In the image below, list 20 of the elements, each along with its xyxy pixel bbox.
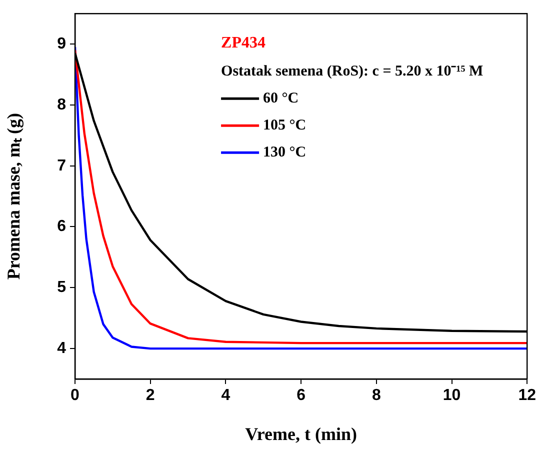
x-axis-title: Vreme, t (min) <box>245 424 357 444</box>
y-tick-label: 7 <box>57 157 66 174</box>
y-tick-label: 6 <box>57 218 66 236</box>
y-axis-title: Promena mase, mₜ (g) <box>3 112 24 280</box>
annotation: ZP434 <box>221 34 266 52</box>
x-tick-label: 0 <box>70 387 80 404</box>
x-tick-label: 2 <box>146 387 155 404</box>
y-tick-label: 4 <box>57 340 66 357</box>
y-tick-label: 5 <box>57 279 66 296</box>
x-tick-label: 8 <box>372 387 381 404</box>
x-tick-label: 12 <box>518 387 536 404</box>
y-tick-label: 9 <box>57 35 66 52</box>
legend-label: 130 °C <box>263 144 306 160</box>
legend-label: 105 °C <box>263 117 306 134</box>
legend-title: Ostatak semena (RoS): c = 5.20 x 10⁻¹⁵ M <box>221 63 484 80</box>
y-tick-label: 8 <box>57 96 66 114</box>
legend-label: 60 °C <box>263 90 299 106</box>
x-tick-label: 10 <box>442 387 461 404</box>
x-tick-label: 6 <box>296 387 306 404</box>
x-tick-label: 4 <box>221 387 230 404</box>
